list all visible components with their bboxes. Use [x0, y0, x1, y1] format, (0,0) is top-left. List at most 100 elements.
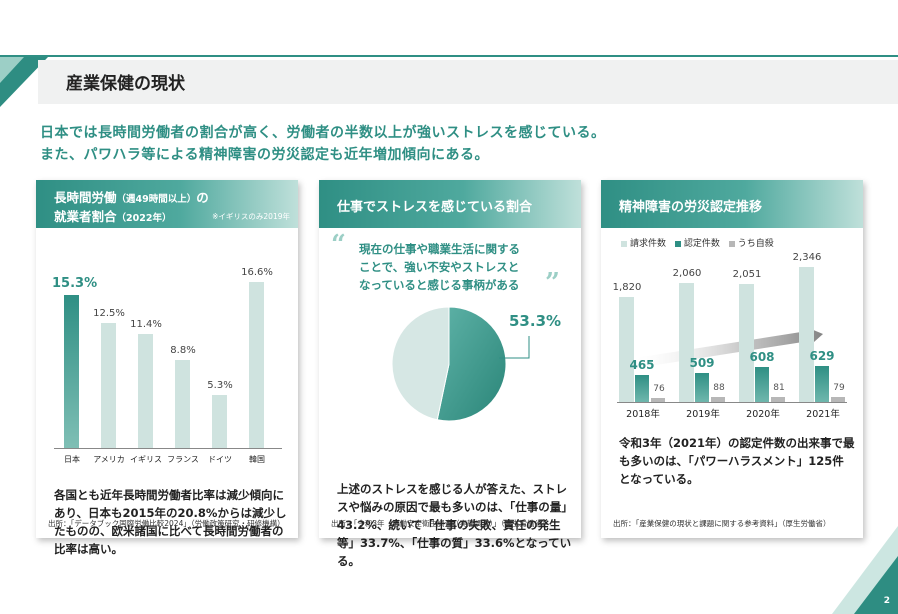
bar [651, 397, 665, 402]
bar [755, 366, 769, 402]
card-title-tail: の [196, 190, 209, 205]
bar-value-label: 79 [833, 383, 845, 394]
quote-text: 現在の仕事や職業生活に関する ことで、強い不安やストレスと なっていると感じる事… [359, 240, 520, 294]
card-stress: 仕事でストレスを感じている割合 “ 現在の仕事や職業生活に関する ことで、強い不… [319, 180, 581, 568]
card-title-main: 長時間労働 [54, 190, 117, 205]
legend-swatch [674, 240, 681, 247]
bar-value-label: 608 [749, 349, 775, 364]
bar-value-label: 465 [629, 358, 655, 373]
legend-swatch [621, 240, 627, 247]
quote-line: 現在の仕事や職業生活に関する [359, 242, 520, 256]
bar [679, 283, 694, 402]
bar [635, 375, 649, 402]
x-axis [617, 402, 847, 403]
bar [711, 396, 725, 402]
bar [64, 295, 79, 448]
bar-value-label: 16.6% [241, 267, 273, 278]
legend-label: 請求件数 [630, 239, 667, 249]
quote-close-icon: ” [545, 268, 560, 298]
bar [249, 282, 264, 448]
card-note: ※イギリスのみ2019年 [212, 212, 290, 221]
quote-open-icon: “ [331, 230, 346, 260]
corner-decoration [854, 556, 898, 614]
category-label: 日本 [64, 455, 80, 464]
card-long-hours: 長時間労働（週49時間以上）の 就業者割合（2022年） ※イギリスのみ2019… [36, 180, 298, 556]
bar-value-label: 11.4% [130, 319, 162, 330]
pie-slice [436, 306, 507, 422]
card-title: 精神障害の労災認定推移 [619, 200, 763, 215]
card-title-line1: 長時間労働（週49時間以上）の [54, 187, 209, 206]
bar-value-label: 2,346 [792, 251, 822, 263]
bar-value-label: 76 [653, 383, 665, 394]
legend-swatch [728, 240, 735, 247]
bar-value-label: 88 [713, 382, 725, 393]
bar-value-label: 8.8% [170, 345, 196, 356]
bar [799, 266, 814, 402]
header-rule [0, 55, 898, 57]
pie-slice [391, 306, 450, 421]
bar [212, 395, 227, 448]
stress-pie-chart [391, 306, 530, 422]
card-body: “ 現在の仕事や職業生活に関する ことで、強い不安やストレスと なっていると感じ… [319, 228, 581, 568]
category-label: ドイツ [208, 455, 232, 464]
category-label: アメリカ [93, 455, 125, 464]
card-body: 15.3% 日本 12.5% アメリカ 11.4% イギリス 8.8% フランス 5.3% ドイツ… [36, 228, 298, 556]
card-title: 仕事でストレスを感じている割合 [337, 200, 533, 215]
bar [815, 365, 829, 402]
bar-value-label: 12.5% [93, 308, 125, 319]
card-source: 出所：「令和3年 労働安全衛生調査（実態調査）」（厚生労働省） [331, 519, 550, 528]
card-source: 出所：「データブック国際労働比較2024」（労働政策研究・研修機構） [48, 519, 285, 528]
page-number: 2 [883, 596, 890, 606]
card-description: 各国とも近年長時間労働者比率は減少傾向にあり、日本も2015年の20.8%からは… [54, 488, 287, 556]
legend-label: 認定件数 [683, 239, 720, 249]
x-axis [54, 448, 282, 449]
card-title-line2: 就業者割合（2022年） [54, 206, 171, 225]
card-title-sub: 就業者割合 [54, 209, 117, 224]
bar-value-label: 509 [689, 355, 715, 370]
title-bar [38, 60, 898, 104]
bar-value-label: 2,060 [672, 268, 702, 280]
card-header: 仕事でストレスを感じている割合 [319, 180, 581, 228]
card-body: 請求件数 認定件数 うち自殺 1,820 465 76 2018年 2,060 509 88… [601, 228, 863, 538]
legend-label: うち自殺 [737, 239, 774, 249]
card-description: 令和3年（2021年）の認定件数の出来事で最も多いのは、「パワーハラスメント」1… [619, 436, 855, 486]
page-title: 産業保健の現状 [66, 74, 185, 94]
pie-value-label: 53.3% [509, 312, 562, 330]
bar-value-label: 2,051 [732, 268, 762, 280]
bar [695, 372, 709, 402]
card-description: 上述のストレスを感じる人が答えた、ストレスや悩みの原因で最も多いのは、「仕事の量… [337, 482, 573, 568]
bar-value-label: 15.3% [52, 276, 98, 291]
bar [175, 360, 190, 448]
quote-line: なっていると感じる事柄がある [359, 278, 520, 292]
bar-value-label: 629 [809, 348, 835, 363]
category-label: 2020年 [746, 409, 780, 420]
category-label: 2018年 [626, 409, 660, 420]
bar [739, 283, 754, 402]
bar [101, 323, 116, 448]
bar-value-label: 5.3% [207, 380, 233, 391]
category-label: イギリス [130, 455, 162, 464]
card-title-paren: （週49時間以上） [116, 194, 197, 205]
category-label: 2021年 [806, 409, 840, 420]
bar-value-label: 81 [773, 383, 785, 394]
lead-line-1: 日本では長時間労働者の割合が高く、労働者の半数以上が強いストレスを感じている。 [40, 125, 606, 141]
card-mental-claims: 精神障害の労災認定推移 請求件数 認定件数 うち自殺 1,820 465 76 201… [601, 180, 863, 538]
category-label: 韓国 [249, 455, 265, 464]
card-title-year: （2022年） [116, 213, 172, 224]
quote-line: ことで、強い不安やストレスと [359, 260, 520, 274]
lead-line-2: また、パワハラ等による精神障害の労災認定も近年増加傾向にある。 [40, 147, 489, 163]
category-label: 2019年 [686, 409, 720, 420]
card-header: 長時間労働（週49時間以上）の 就業者割合（2022年） ※イギリスのみ2019… [36, 180, 298, 228]
bar-value-label: 1,820 [612, 282, 642, 293]
pie-leader-line [499, 336, 530, 359]
bar [831, 397, 845, 402]
bar [771, 397, 785, 402]
card-source: 出所：「産業保健の現状と課題に関する参考資料」（厚生労働省） [613, 519, 831, 528]
category-label: フランス [167, 455, 199, 464]
corner-decoration-light [0, 57, 24, 83]
bar [138, 334, 153, 448]
bar [619, 297, 634, 402]
card-header: 精神障害の労災認定推移 [601, 180, 863, 228]
chart-legend: 請求件数 認定件数 うち自殺 [621, 236, 774, 249]
lead-text: 日本では長時間労働者の割合が高く、労働者の半数以上が強いストレスを感じている。 … [40, 122, 606, 166]
